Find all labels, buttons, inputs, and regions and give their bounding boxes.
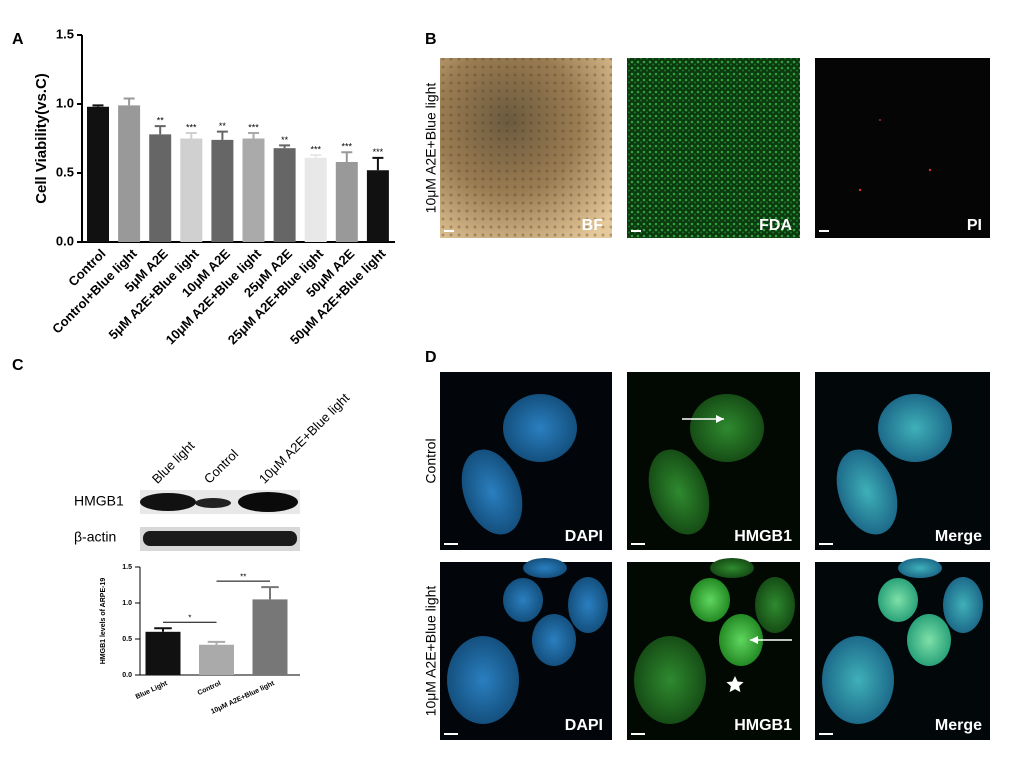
row-label: Control (423, 438, 439, 483)
significance-label: *** (373, 147, 384, 157)
panel-label: A (12, 31, 24, 48)
row-label: HMGB1 (74, 493, 124, 509)
lane-label: Control (201, 446, 241, 486)
bar (211, 139, 234, 242)
bar (199, 644, 234, 675)
bar (335, 161, 358, 242)
image-label: HMGB1 (734, 717, 792, 734)
error-bar (185, 131, 197, 139)
row-label: β-actin (74, 529, 116, 545)
x-tick-label: Control (197, 680, 223, 697)
bar (118, 105, 141, 242)
significance-label: ** (219, 121, 227, 131)
significance-label: *** (186, 122, 197, 132)
bar (273, 148, 296, 242)
chart-c: 0.0 0.5 1.0 1.5 HMGB1 levels of ARPE-19 Blue … (100, 564, 300, 716)
error-bar (279, 144, 291, 149)
image-label: Merge (935, 717, 982, 734)
significance-label: *** (310, 144, 321, 154)
error-bar (372, 156, 384, 171)
significance-label: *** (248, 122, 259, 132)
image-label: DAPI (565, 528, 603, 545)
error-bar (216, 130, 228, 140)
significance-label: * (188, 613, 191, 622)
error-bar (154, 627, 172, 632)
y-tick-label: 0.0 (56, 233, 74, 248)
error-bar (248, 131, 259, 139)
image-label: HMGB1 (734, 528, 792, 545)
error-bar (310, 154, 322, 158)
image-label: PI (967, 217, 982, 234)
y-axis-title: Cell Viability(vs.C) (33, 73, 50, 204)
y-tick-label: 1.0 (56, 95, 74, 110)
y-axis-title: HMGB1 levels of ARPE-19 (100, 578, 107, 665)
western-blot: Blue light Control 10μM A2E+Blue light H… (74, 390, 353, 551)
image (627, 58, 800, 238)
y-tick-label: 1.5 (56, 26, 74, 41)
image (815, 58, 990, 238)
y-tick-label: 0.5 (122, 636, 132, 643)
row-label: 10μM A2E+Blue light (423, 83, 439, 214)
bar (242, 138, 265, 242)
significance-label: ** (240, 572, 246, 581)
y-tick-label: 0.0 (122, 672, 132, 679)
image-label: DAPI (565, 717, 603, 734)
bar (252, 599, 288, 675)
row-label: 10μM A2E+Blue light (423, 586, 439, 717)
bar (145, 631, 181, 675)
error-bar (154, 125, 166, 135)
bar (87, 106, 109, 242)
significance-label: ** (281, 135, 289, 145)
error-bar (261, 586, 279, 600)
image-label: Merge (935, 528, 982, 545)
error-bar (92, 104, 104, 107)
error-bar (341, 151, 353, 162)
significance-label: *** (342, 142, 353, 152)
panel-d: Control 10μM A2E+Blue light DAPI HMGB1 M… (423, 372, 990, 740)
bar (180, 138, 203, 242)
image-label: BF (582, 217, 604, 234)
panel-label: D (425, 349, 437, 366)
y-tick-label: 1.0 (122, 600, 132, 607)
lane-label: 10μM A2E+Blue light (256, 390, 353, 487)
significance-label: ** (157, 115, 165, 125)
bar (149, 134, 172, 242)
panel-b: 10μM A2E+Blue light BF FDA PI (423, 58, 990, 238)
panel-label: C (12, 357, 24, 374)
error-bar (207, 640, 226, 645)
panel-label: B (425, 31, 437, 48)
y-tick-label: 0.5 (56, 164, 74, 179)
error-bar (123, 97, 135, 106)
lane-label: Blue light (149, 438, 198, 487)
bar (304, 157, 327, 242)
y-tick-label: 1.5 (122, 564, 132, 571)
bar (366, 170, 389, 242)
x-tick-label: Blue Light (135, 680, 170, 701)
image-texture (440, 58, 612, 238)
image-label: FDA (759, 217, 792, 234)
